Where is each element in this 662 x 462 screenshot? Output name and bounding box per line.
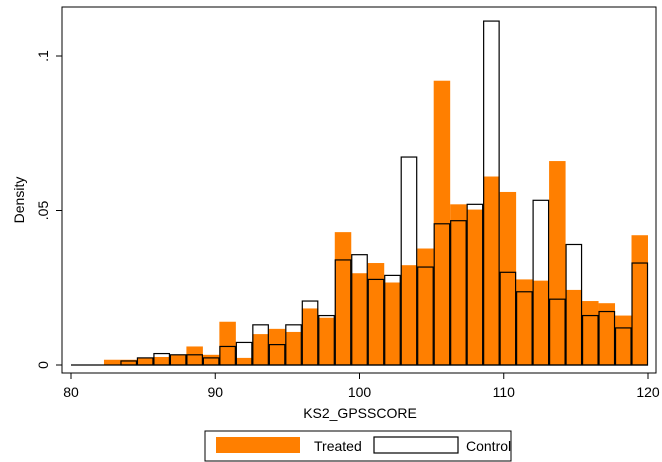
legend-swatch-treated (216, 437, 300, 453)
y-axis-label: Density (11, 177, 27, 224)
treated-bar (450, 204, 467, 365)
treated-bar (268, 328, 286, 365)
treated-bar (433, 80, 451, 365)
treated-bar (186, 346, 203, 365)
legend-label-control: Control (466, 438, 511, 454)
legend-swatch-control (373, 436, 459, 454)
treated-bar (169, 354, 187, 365)
treated-bar (615, 315, 632, 365)
treated-bar (532, 280, 550, 365)
x-tick-label: 80 (63, 384, 79, 400)
treated-bar (219, 321, 236, 365)
control-bars (71, 20, 649, 366)
treated-bar (499, 191, 517, 365)
treated-bar (153, 356, 170, 365)
treated-bar (384, 282, 401, 365)
x-tick-label: 100 (348, 384, 372, 400)
y-axis: 0 .05 .1 (35, 50, 62, 369)
treated-bar (549, 161, 566, 365)
treated-bar (565, 289, 583, 365)
treated-bar (334, 232, 352, 365)
treated-bar (466, 209, 484, 365)
legend: Treated Control (204, 430, 512, 462)
treated-bar (103, 359, 121, 365)
treated-bar (235, 357, 253, 365)
legend-label-treated: Treated (314, 438, 362, 454)
treated-bar (631, 235, 648, 365)
treated-bar (598, 303, 616, 365)
treated-bar (400, 265, 418, 365)
treated-bar (351, 273, 368, 365)
y-tick-label: 0 (35, 361, 51, 369)
treated-bars (103, 80, 648, 365)
x-axis: 80 90 100 110 120 (63, 373, 660, 400)
x-tick-label: 110 (493, 384, 516, 400)
treated-bar (582, 301, 599, 365)
treated-bar (301, 308, 319, 365)
treated-bar (202, 354, 220, 365)
y-tick-label: .1 (35, 50, 51, 62)
treated-bar (120, 359, 137, 365)
treated-bar (367, 263, 385, 365)
treated-bar (483, 176, 500, 365)
y-tick-label: .05 (35, 201, 51, 221)
treated-bar (136, 357, 154, 365)
treated-bar (318, 317, 335, 365)
treated-bar (285, 331, 302, 365)
treated-bar (516, 279, 533, 365)
x-axis-label: KS2_GPSSCORE (303, 405, 417, 421)
treated-bar (417, 248, 434, 365)
x-tick-label: 120 (636, 384, 660, 400)
x-tick-label: 90 (207, 384, 223, 400)
treated-bar (252, 334, 269, 365)
